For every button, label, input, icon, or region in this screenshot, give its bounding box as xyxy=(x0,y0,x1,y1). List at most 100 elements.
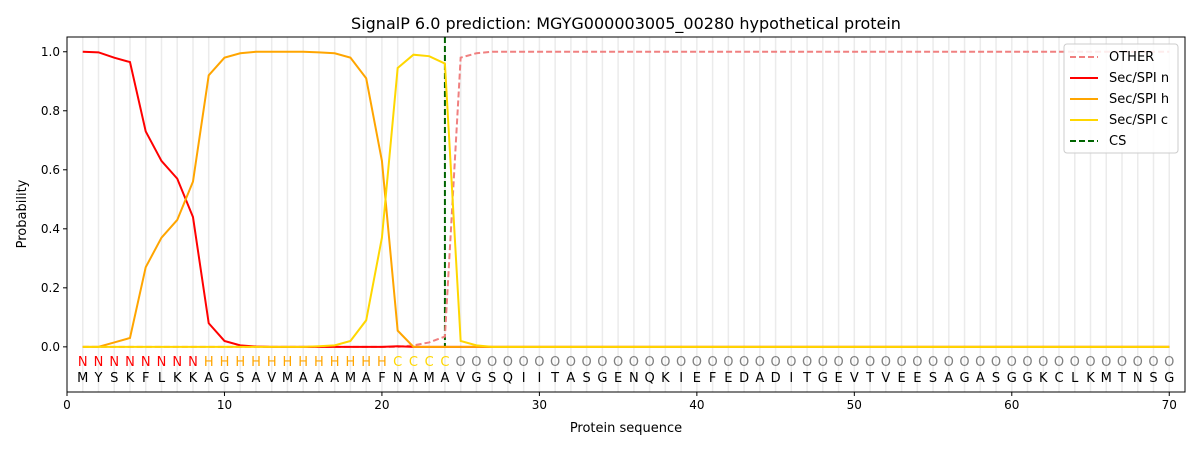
region-label: N xyxy=(141,355,151,370)
region-label: O xyxy=(1070,355,1080,370)
region-label: N xyxy=(78,355,88,370)
region-label: O xyxy=(597,355,607,370)
x-axis-label: Protein sequence xyxy=(570,421,682,436)
region-label: H xyxy=(235,355,245,370)
region-label: O xyxy=(723,355,733,370)
region-label: N xyxy=(188,355,198,370)
region-label: H xyxy=(220,355,230,370)
region-label: O xyxy=(629,355,639,370)
x-tick-label: 20 xyxy=(374,398,389,412)
series-line-sec-spi-n xyxy=(82,50,1170,348)
x-tick-label: 30 xyxy=(532,398,547,412)
region-label: O xyxy=(550,355,560,370)
region-label: O xyxy=(755,355,765,370)
region-label: O xyxy=(818,355,828,370)
y-tick-label: 0.2 xyxy=(41,281,60,295)
region-label: H xyxy=(283,355,293,370)
region-label: C xyxy=(425,355,434,370)
y-tick-label: 0.0 xyxy=(41,340,60,354)
region-label: O xyxy=(707,355,717,370)
legend-entry: Sec/SPI c xyxy=(1109,113,1168,128)
region-label: O xyxy=(1007,355,1017,370)
y-tick-label: 0.6 xyxy=(41,163,60,177)
region-label: H xyxy=(204,355,214,370)
region-label: O xyxy=(802,355,812,370)
region-label: H xyxy=(377,355,387,370)
region-label: O xyxy=(471,355,481,370)
plot-frame xyxy=(66,36,1186,393)
y-tick-label: 0.8 xyxy=(41,104,60,118)
region-label: O xyxy=(487,355,497,370)
x-tick-label: 60 xyxy=(1004,398,1019,412)
x-tick-label: 0 xyxy=(63,398,71,412)
series-line-other xyxy=(82,50,1170,348)
region-label: H xyxy=(361,355,371,370)
y-tick-label: 0.4 xyxy=(41,222,60,236)
region-label: C xyxy=(393,355,402,370)
legend-box xyxy=(1063,43,1179,154)
region-label: O xyxy=(645,355,655,370)
x-tick-label: 50 xyxy=(847,398,862,412)
x-tick-label: 10 xyxy=(217,398,232,412)
region-label: O xyxy=(975,355,985,370)
residue-sequence: MYSKFLKKAGSAVMAAAMAFNAMAVGSQIITASGENQKIE… xyxy=(77,371,1174,386)
region-label: O xyxy=(503,355,513,370)
region-label: O xyxy=(959,355,969,370)
region-label: N xyxy=(109,355,119,370)
region-label: O xyxy=(613,355,623,370)
series-line-sec-spi-c xyxy=(82,53,1170,348)
region-label: H xyxy=(330,355,340,370)
legend-entry: CS xyxy=(1109,134,1126,149)
x-tick-label: 70 xyxy=(1162,398,1177,412)
region-label: O xyxy=(1164,355,1174,370)
region-label: O xyxy=(833,355,843,370)
series-line-sec-spi-h xyxy=(82,50,1170,348)
region-label: O xyxy=(1085,355,1095,370)
region-label: O xyxy=(786,355,796,370)
region-label: O xyxy=(1101,355,1111,370)
region-label: H xyxy=(267,355,277,370)
region-label: O xyxy=(881,355,891,370)
region-label: C xyxy=(409,355,418,370)
region-label: O xyxy=(1148,355,1158,370)
region-label: O xyxy=(660,355,670,370)
region-label: H xyxy=(251,355,261,370)
region-label: O xyxy=(566,355,576,370)
region-label: O xyxy=(534,355,544,370)
legend-entry: Sec/SPI n xyxy=(1109,71,1169,86)
region-label: O xyxy=(770,355,780,370)
region-label: O xyxy=(1022,355,1032,370)
region-label: O xyxy=(1038,355,1048,370)
region-label: O xyxy=(1117,355,1127,370)
chart-title: SignalP 6.0 prediction: MGYG000003005_00… xyxy=(351,14,901,34)
region-label: C xyxy=(440,355,449,370)
region-label: O xyxy=(849,355,859,370)
region-label: O xyxy=(676,355,686,370)
region-label: O xyxy=(865,355,875,370)
region-label: O xyxy=(912,355,922,370)
region-label: H xyxy=(314,355,324,370)
region-label: O xyxy=(991,355,1001,370)
region-label: H xyxy=(346,355,356,370)
region-label: O xyxy=(1133,355,1143,370)
region-label: O xyxy=(1054,355,1064,370)
region-label: H xyxy=(298,355,308,370)
region-label: O xyxy=(519,355,529,370)
region-label: O xyxy=(944,355,954,370)
region-label: O xyxy=(928,355,938,370)
legend-entry: OTHER xyxy=(1109,50,1154,65)
region-label: N xyxy=(125,355,135,370)
region-label: O xyxy=(739,355,749,370)
region-label: N xyxy=(172,355,182,370)
region-label: O xyxy=(582,355,592,370)
x-tick-label: 40 xyxy=(689,398,704,412)
region-label: N xyxy=(94,355,104,370)
y-tick-label: 1.0 xyxy=(41,45,60,59)
region-label: O xyxy=(692,355,702,370)
region-label: O xyxy=(896,355,906,370)
y-axis-label: Probability xyxy=(15,179,30,248)
legend-entry: Sec/SPI h xyxy=(1109,92,1169,107)
region-label: N xyxy=(157,355,167,370)
region-label: O xyxy=(456,355,466,370)
